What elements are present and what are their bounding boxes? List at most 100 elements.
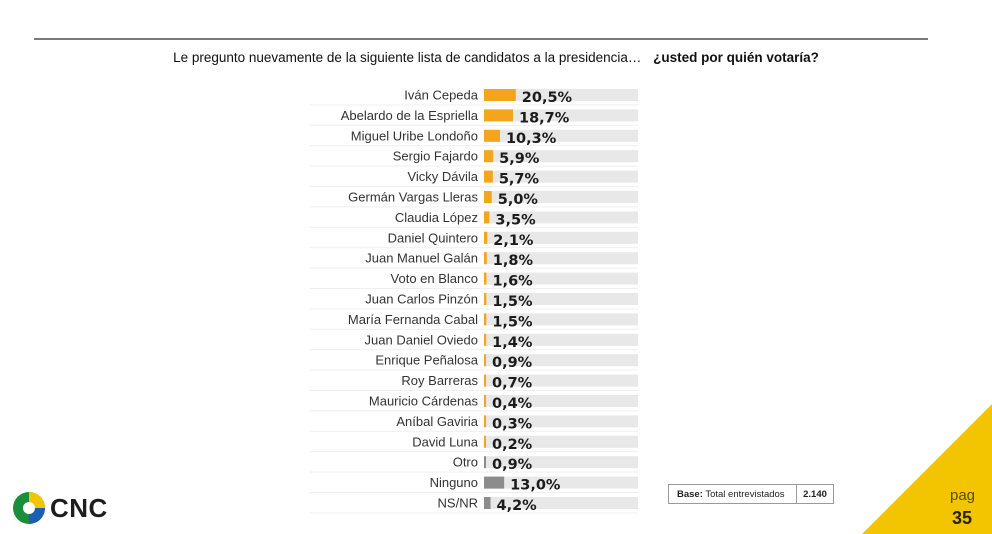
bar [484,170,493,183]
cnc-logo-icon [13,492,45,524]
category-label: Germán Vargas Lleras [348,190,478,205]
bar [484,129,500,142]
page-label: pag [950,487,976,504]
category-label: Daniel Quintero [388,230,478,245]
bar-track [484,415,638,428]
row-separator [310,349,638,351]
bar-track [484,150,638,163]
category-label: Sergio Fajardo [393,149,478,164]
bar-track [484,497,638,509]
row-separator [310,369,638,371]
bar [484,109,513,122]
bar-track [484,231,638,244]
bar-track [484,89,638,101]
row-separator [310,267,638,269]
bar [484,89,516,101]
row-separator [310,104,638,106]
category-label: Juan Manuel Galán [365,251,478,266]
base-description: Base: Total entrevistados [669,489,796,500]
category-label: Juan Carlos Pinzón [365,292,478,307]
category-label: Otro [453,455,478,470]
value-label: 0,4% [492,396,533,412]
row-separator [310,145,638,147]
bar [484,435,486,448]
row-separator [310,492,638,493]
bar [484,191,492,203]
bar [484,456,486,469]
bar [484,231,488,244]
bar [484,415,486,428]
value-label: 0,7% [492,376,533,392]
category-label: David Luna [412,434,479,449]
base-info-box: Base: Total entrevistados 2.140 [668,484,834,504]
category-label: Vicky Dávila [407,169,478,184]
value-label: 20,5% [522,90,573,106]
bar-track [484,272,638,285]
value-label: 1,5% [492,314,533,330]
base-value: 2.140 [796,485,833,503]
bar-track [484,313,638,326]
bar [484,395,486,407]
value-label: 13,0% [510,478,561,494]
value-label: 5,9% [499,151,540,167]
category-label: Ninguno [430,475,478,490]
bar-track [484,333,638,346]
bar-track [484,129,638,142]
value-label: 2,1% [493,233,534,249]
value-label: 5,0% [498,192,539,208]
bar [484,333,487,346]
row-separator [310,247,638,249]
value-label: 3,5% [495,212,536,228]
category-label: Mauricio Cárdenas [369,394,479,409]
row-separator [310,451,638,453]
value-label: 10,3% [506,131,557,147]
category-label: Juan Daniel Oviedo [365,332,478,347]
bar-track [484,293,638,305]
page-number: 35 [952,508,973,528]
bar [484,252,487,265]
row-separator [310,206,638,208]
row-separator [310,471,638,473]
category-label: Claudia López [395,210,478,225]
question-bold: ¿usted por quién votaría? [653,50,819,65]
value-label: 1,6% [492,274,533,290]
bar-track [484,435,638,448]
corner-decoration [862,404,992,534]
bar-track [484,211,638,224]
row-separator [310,226,638,228]
category-label: Enrique Peñalosa [375,353,478,368]
base-text: Total entrevistados [705,488,785,500]
bar [484,374,486,387]
value-label: 0,3% [492,416,533,432]
value-label: 1,4% [492,335,533,351]
value-label: 0,9% [492,457,533,473]
row-separator [310,430,638,432]
bar-track [484,170,638,183]
bar [484,354,486,367]
value-label: 18,7% [519,110,570,126]
bar [484,476,505,489]
row-separator [310,512,638,514]
value-label: 5,7% [499,172,540,188]
question-main: Le pregunto nuevamente de la siguiente l… [173,50,642,65]
bar [484,313,487,326]
row-separator [310,410,638,412]
category-label: Iván Cepeda [404,88,478,103]
base-label: Base: [677,488,703,500]
bar-track [484,191,638,203]
value-label: 1,5% [492,294,533,310]
category-label: Abelardo de la Espriella [341,108,479,123]
row-separator [310,308,638,310]
bar [484,150,494,163]
row-separator [310,124,638,126]
category-label: NS/NR [438,496,478,511]
bar-track [484,109,638,122]
row-separator [310,165,638,167]
cnc-logo: CNC [12,490,108,526]
value-label: 0,9% [492,355,533,371]
value-label: 0,2% [492,437,533,453]
bar [484,211,490,224]
bar [484,293,487,305]
row-separator [310,288,638,289]
top-divider [34,38,928,40]
